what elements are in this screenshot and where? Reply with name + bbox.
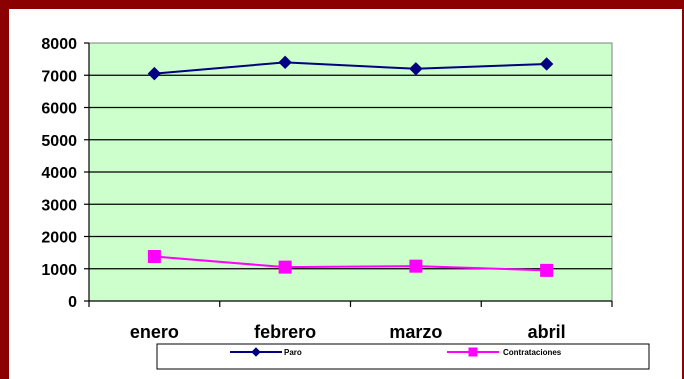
y-tick-label: 5000 [41,133,77,150]
plot-area [88,42,613,302]
legend-box [156,343,650,370]
legend-marker [468,347,478,357]
data-point-paro [539,57,554,71]
legend-item: Paro [230,347,302,357]
series-contrataciones [147,249,554,277]
series-line-paro [154,61,547,75]
y-tick-label: 2000 [41,230,77,247]
x-tick-label: abril [528,322,566,342]
series-paro [147,55,554,81]
series-line-contrataciones [154,255,547,272]
y-tick-label: 7000 [41,68,77,85]
data-point-contrataciones [540,263,554,277]
legend: Paro Contrataciones [156,343,650,370]
x-tick-label: enero [130,322,179,342]
data-point-contrataciones [147,249,161,263]
x-tick-label: marzo [389,322,442,342]
y-tick-label: 0 [68,294,77,311]
data-point-contrataciones [278,260,292,274]
y-tick-label: 1000 [41,262,77,279]
series-layer [147,55,554,277]
y-tick-label: 8000 [41,36,77,53]
y-axis: 0 1000 2000 3000 4000 5000 6000 7000 8000 [41,36,90,311]
data-point-contrataciones [409,259,423,273]
legend-label: Contrataciones [503,348,562,357]
legend-label: Paro [284,348,302,357]
y-tick-label: 6000 [41,101,77,118]
legend-marker [251,347,261,357]
x-axis: enero febrero marzo abril [88,300,613,342]
x-tick-label: febrero [254,322,316,342]
y-tick-label: 3000 [41,197,77,214]
data-point-paro [409,62,423,76]
data-point-paro [278,55,292,70]
data-point-paro [147,66,162,81]
y-tick-label: 4000 [41,165,77,182]
legend-item: Contrataciones [447,347,562,357]
